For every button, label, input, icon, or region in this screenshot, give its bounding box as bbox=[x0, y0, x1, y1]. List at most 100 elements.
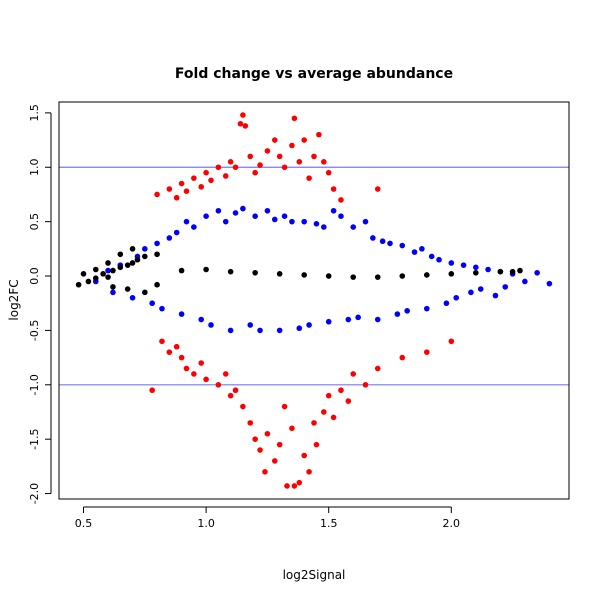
data-point bbox=[105, 274, 111, 280]
data-point bbox=[257, 162, 263, 168]
x-axis-label: log2Signal bbox=[283, 568, 346, 582]
data-point bbox=[502, 284, 509, 290]
data-point bbox=[178, 354, 185, 361]
data-point bbox=[338, 387, 344, 394]
data-point bbox=[80, 271, 87, 277]
data-point bbox=[173, 229, 180, 236]
y-tick-label: -2.0 bbox=[28, 483, 41, 504]
data-point bbox=[345, 398, 352, 404]
x-tick-label: 1.5 bbox=[320, 517, 338, 530]
data-point bbox=[281, 403, 288, 410]
data-point bbox=[215, 381, 222, 388]
data-point bbox=[330, 207, 337, 214]
data-point bbox=[423, 272, 430, 278]
data-point bbox=[149, 387, 155, 394]
data-point bbox=[423, 349, 430, 355]
data-point bbox=[370, 235, 376, 241]
data-point bbox=[203, 266, 209, 273]
y-tick-label: -1.0 bbox=[28, 374, 41, 395]
data-point bbox=[306, 469, 312, 475]
data-point bbox=[306, 175, 312, 181]
data-point bbox=[191, 224, 197, 230]
data-point bbox=[264, 207, 271, 214]
data-point bbox=[92, 275, 99, 282]
data-point bbox=[379, 238, 386, 245]
data-point bbox=[257, 327, 263, 334]
data-point bbox=[134, 256, 141, 263]
data-point bbox=[485, 266, 491, 273]
data-point bbox=[338, 197, 344, 203]
data-point bbox=[301, 272, 307, 278]
data-point bbox=[232, 210, 239, 216]
data-point bbox=[301, 452, 307, 459]
data-point bbox=[321, 409, 327, 415]
data-point bbox=[240, 205, 246, 212]
data-point bbox=[105, 260, 111, 266]
data-point bbox=[399, 273, 406, 279]
data-point bbox=[276, 271, 283, 277]
data-point bbox=[477, 286, 484, 292]
data-point bbox=[247, 420, 254, 426]
data-point bbox=[436, 256, 442, 263]
data-points bbox=[75, 112, 553, 489]
data-point bbox=[264, 148, 271, 154]
data-point bbox=[448, 260, 455, 266]
data-point bbox=[443, 300, 450, 307]
data-point bbox=[316, 131, 322, 138]
data-point bbox=[178, 311, 185, 317]
data-point bbox=[92, 266, 99, 273]
data-point bbox=[374, 186, 381, 192]
data-point bbox=[387, 240, 393, 247]
data-point bbox=[311, 420, 317, 426]
data-point bbox=[154, 240, 160, 247]
threshold-lines bbox=[59, 166, 569, 386]
data-point bbox=[85, 278, 92, 285]
data-point bbox=[345, 316, 352, 323]
data-point bbox=[546, 280, 553, 287]
data-point bbox=[419, 246, 425, 252]
data-point bbox=[276, 153, 283, 160]
data-point bbox=[325, 273, 332, 279]
y-tick-label: 0.5 bbox=[28, 213, 41, 231]
data-point bbox=[399, 354, 406, 361]
data-point bbox=[325, 318, 332, 325]
data-point bbox=[522, 278, 528, 285]
data-point bbox=[154, 281, 160, 288]
data-point bbox=[313, 441, 320, 448]
data-point bbox=[240, 112, 246, 118]
data-point bbox=[296, 325, 303, 332]
data-point bbox=[110, 267, 116, 274]
data-point bbox=[374, 274, 381, 280]
data-point bbox=[473, 269, 479, 276]
data-point bbox=[183, 188, 190, 194]
data-point bbox=[117, 251, 124, 258]
x-axis: 0.5 1.0 1.5 2.0 bbox=[75, 506, 460, 530]
y-tick-label: -1.5 bbox=[28, 428, 41, 449]
data-point bbox=[411, 249, 418, 255]
data-point bbox=[289, 142, 295, 149]
data-point bbox=[301, 137, 307, 143]
data-point bbox=[325, 392, 332, 399]
data-point bbox=[117, 264, 124, 271]
data-point bbox=[321, 224, 327, 230]
data-point bbox=[222, 218, 229, 225]
data-point bbox=[394, 311, 401, 317]
data-point bbox=[534, 269, 540, 276]
data-point bbox=[232, 164, 239, 171]
data-point bbox=[306, 322, 312, 328]
data-point bbox=[129, 294, 136, 301]
data-point bbox=[448, 271, 455, 277]
data-point bbox=[232, 387, 239, 394]
data-point bbox=[338, 213, 344, 220]
data-point bbox=[142, 253, 148, 260]
data-point bbox=[492, 292, 499, 299]
y-tick-label: 1.0 bbox=[28, 159, 41, 177]
data-point bbox=[227, 327, 234, 334]
data-point bbox=[325, 169, 332, 176]
y-tick-label: 0.0 bbox=[28, 267, 41, 285]
data-point bbox=[271, 137, 278, 143]
data-point bbox=[159, 338, 165, 345]
data-point bbox=[166, 186, 173, 192]
data-point bbox=[281, 164, 288, 171]
data-point bbox=[284, 483, 290, 489]
